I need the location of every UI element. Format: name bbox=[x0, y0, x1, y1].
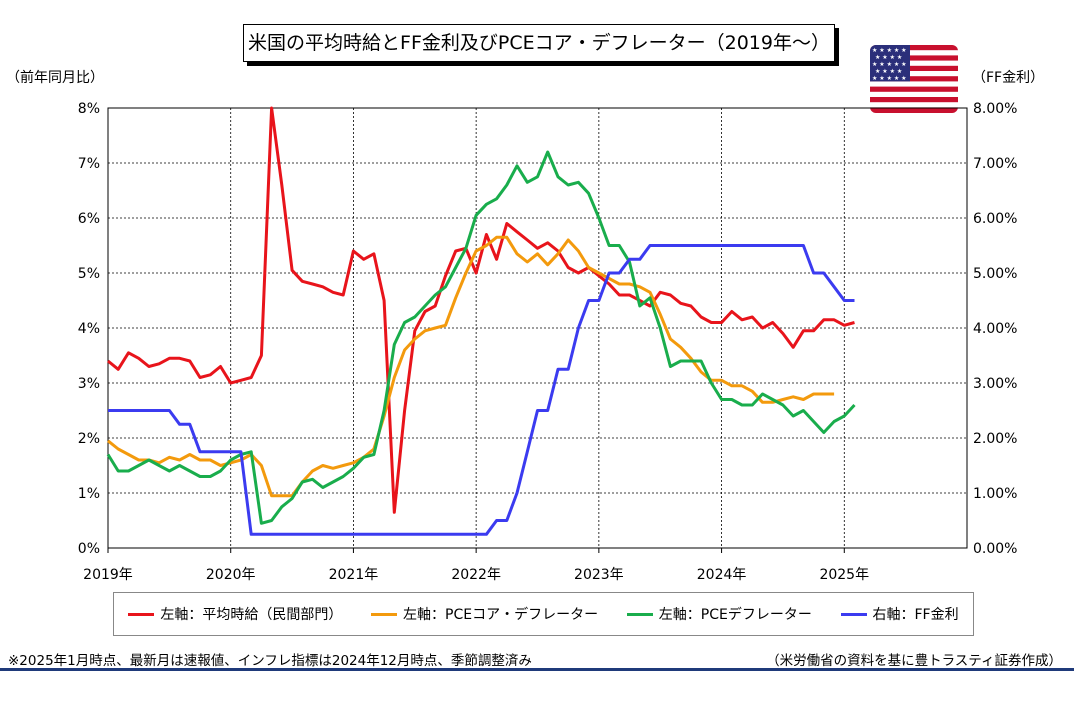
right-tick-label: 6.00% bbox=[973, 211, 1017, 227]
x-tick-label: 2022年 bbox=[451, 567, 501, 583]
left-tick-label: 8% bbox=[78, 101, 100, 117]
bottom-divider bbox=[0, 668, 1074, 671]
right-tick-label: 4.00% bbox=[973, 321, 1017, 337]
svg-text:★ ★ ★ ★ ★: ★ ★ ★ ★ ★ bbox=[872, 61, 907, 68]
legend-label: 左軸：PCEコア・デフレーター bbox=[403, 607, 599, 623]
series-line-4 bbox=[108, 244, 855, 536]
left-tick-label: 0% bbox=[78, 541, 100, 557]
right-axis-unit: （FF金利） bbox=[972, 70, 1045, 86]
svg-text:★ ★ ★ ★ ★: ★ ★ ★ ★ ★ bbox=[872, 47, 907, 54]
footnote: ※2025年1月時点、最新月は速報値、インフレ指標は2024年12月時点、季節調… bbox=[8, 653, 532, 669]
x-tick-label: 2019年 bbox=[83, 567, 133, 583]
legend-label: 左軸：PCEデフレーター bbox=[658, 607, 812, 623]
left-tick-label: 5% bbox=[78, 266, 100, 282]
left-tick-label: 6% bbox=[78, 211, 100, 227]
right-tick-label: 2.00% bbox=[973, 431, 1017, 447]
left-tick-label: 7% bbox=[78, 156, 100, 172]
left-tick-label: 2% bbox=[78, 431, 100, 447]
legend-swatch bbox=[371, 612, 397, 616]
right-tick-label: 0.00% bbox=[973, 541, 1017, 557]
left-tick-label: 1% bbox=[78, 486, 100, 502]
x-tick-label: 2021年 bbox=[329, 567, 379, 583]
svg-text:★ ★ ★ ★: ★ ★ ★ ★ bbox=[875, 54, 902, 61]
legend-label: 右軸：FF金利 bbox=[872, 607, 959, 623]
legend-swatch bbox=[840, 612, 867, 616]
right-tick-label: 8.00% bbox=[973, 101, 1017, 117]
series-line-2 bbox=[107, 235, 835, 498]
x-tick-label: 2020年 bbox=[206, 567, 256, 583]
legend-item: 左軸：平均時給（民間部門） bbox=[128, 604, 342, 624]
left-axis-unit: （前年同月比） bbox=[6, 70, 104, 86]
x-tick-label: 2024年 bbox=[697, 567, 747, 583]
right-tick-label: 7.00% bbox=[973, 156, 1017, 172]
right-tick-label: 1.00% bbox=[973, 486, 1017, 502]
legend-item: 右軸：FF金利 bbox=[840, 604, 959, 624]
legend-swatch bbox=[626, 612, 653, 616]
legend-swatch bbox=[128, 612, 155, 616]
svg-text:★ ★ ★ ★: ★ ★ ★ ★ bbox=[875, 68, 902, 75]
legend-item: 左軸：PCEデフレーター bbox=[626, 604, 812, 624]
left-tick-label: 3% bbox=[78, 376, 100, 392]
left-tick-label: 4% bbox=[78, 321, 100, 337]
x-tick-label: 2025年 bbox=[819, 567, 869, 583]
x-tick-label: 2023年 bbox=[574, 567, 624, 583]
us-flag-icon: ★ ★ ★ ★ ★★ ★ ★ ★ ★ ★ ★ ★ ★★ ★ ★ ★ ★ ★ ★ … bbox=[870, 45, 958, 113]
chart-title: 米国の平均時給とFF金利及びPCEコア・デフレーター（2019年～） bbox=[243, 24, 835, 62]
svg-text:★ ★ ★ ★ ★: ★ ★ ★ ★ ★ bbox=[872, 75, 907, 82]
series-line-1 bbox=[107, 106, 855, 514]
right-tick-label: 5.00% bbox=[973, 266, 1017, 282]
right-tick-label: 3.00% bbox=[973, 376, 1017, 392]
chart-legend: 左軸：平均時給（民間部門） 左軸：PCEコア・デフレーター 左軸：PCEデフレーター… bbox=[113, 592, 974, 636]
series-line-3 bbox=[106, 150, 856, 525]
legend-item: 左軸：PCEコア・デフレーター bbox=[371, 604, 598, 624]
legend-label: 左軸：平均時給（民間部門） bbox=[160, 607, 343, 623]
source-note: （米労働省の資料を基に豊トラスティ証券作成） bbox=[766, 653, 1062, 669]
